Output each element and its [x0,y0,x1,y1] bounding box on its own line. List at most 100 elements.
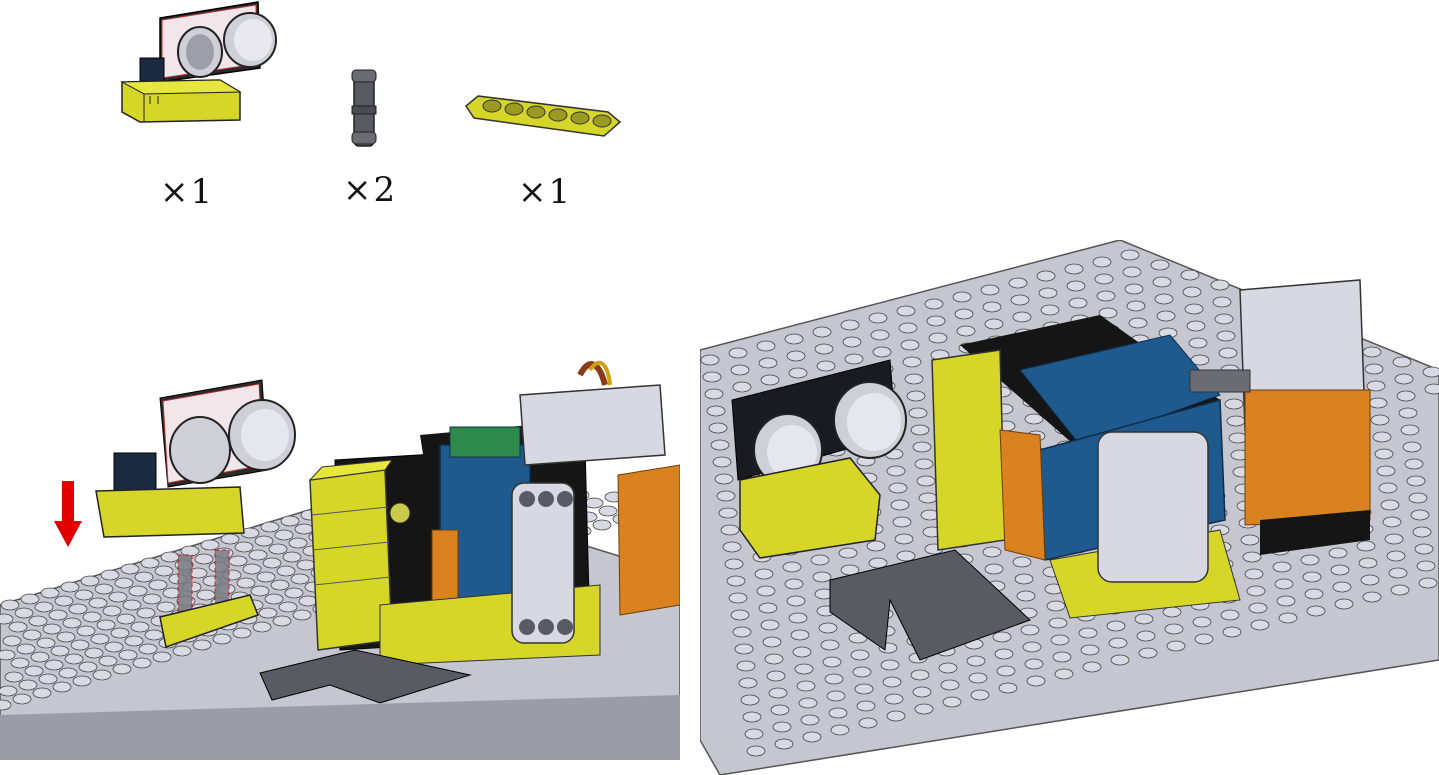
stud [236,577,256,589]
stud [84,647,104,659]
stud [774,738,794,750]
stud [134,571,154,583]
stud [1306,605,1326,617]
stud [1092,256,1112,268]
stud [96,619,116,631]
stud [80,575,100,587]
stud [1424,383,1439,395]
stud [296,559,316,571]
stud [1228,432,1248,444]
stud [196,589,216,601]
stud [842,336,862,348]
stud [810,554,830,566]
stud [1010,294,1030,306]
stud [72,675,92,687]
stud [584,497,604,509]
stud [892,516,912,528]
stud [1362,591,1382,603]
stud [1328,547,1348,559]
stud [1082,661,1102,673]
part-3-quantity: ×1 [518,172,573,212]
stud [220,533,240,545]
stud [952,291,972,303]
stud [1212,296,1232,308]
stud [1096,290,1116,302]
grey-u-bricks [259,649,472,704]
stud [40,587,60,599]
stud [786,350,806,362]
stud [4,671,24,683]
stud [738,677,758,689]
parts-list-drawing [120,1,622,147]
stud [108,591,128,603]
stud [1380,499,1400,511]
stud [1182,286,1202,298]
stud [88,597,108,609]
stud [232,627,252,639]
stud [272,615,292,627]
stud [262,557,282,569]
stud [28,615,48,627]
stud [710,439,730,451]
stud [1194,633,1214,645]
stud [278,601,298,613]
stud [850,649,870,661]
stud [824,673,844,685]
stud [1240,534,1260,546]
stud [760,374,780,386]
stud [982,546,1002,558]
stud [1302,571,1322,583]
stud [902,356,922,368]
stud [938,662,958,674]
stud [1332,581,1352,593]
stud [716,490,736,502]
stud [788,367,808,379]
stud [984,318,1004,330]
stud [598,505,618,517]
stud [1330,564,1350,576]
stud [48,609,68,621]
stud [1106,620,1126,632]
stud [1040,304,1060,316]
stud [1372,431,1392,443]
stud [792,646,812,658]
stud [100,569,120,581]
assembled-result-drawing [700,240,1439,775]
stud [996,665,1016,677]
stud [592,519,612,531]
stud [1418,577,1438,589]
stud [130,621,150,633]
stud [1422,366,1439,378]
part-1-quantity: ×1 [160,172,215,212]
stud [156,601,176,613]
stud [1154,293,1174,305]
stud [128,585,148,597]
stud [1064,263,1084,275]
stud [1094,273,1114,285]
stud [826,690,846,702]
stud [1136,630,1156,642]
stud [910,424,930,436]
stud [1416,560,1436,572]
stud [1274,578,1294,590]
stud [914,458,934,470]
stud [32,687,52,699]
stud [1414,543,1434,555]
stud [1128,317,1148,329]
stud [912,441,932,453]
stud [910,669,930,681]
stud [1080,644,1100,656]
stud [44,659,64,671]
stud [144,629,164,641]
stud [942,696,962,708]
stud [1400,424,1420,436]
stud [1370,414,1390,426]
stud [732,626,752,638]
stud [1050,634,1070,646]
stud [1386,550,1406,562]
stud [1300,554,1320,566]
stud [252,621,272,633]
stud [1036,270,1056,282]
stud [966,655,986,667]
